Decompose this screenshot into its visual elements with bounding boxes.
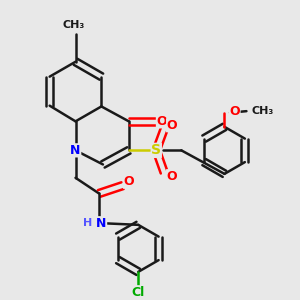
- Text: S: S: [151, 143, 161, 158]
- Text: CH₃: CH₃: [63, 20, 85, 30]
- Text: O: O: [230, 105, 240, 118]
- Text: N: N: [96, 217, 106, 230]
- Text: O: O: [167, 119, 177, 132]
- Text: Cl: Cl: [132, 286, 145, 299]
- Text: CH₃: CH₃: [252, 106, 274, 116]
- Text: O: O: [167, 170, 177, 183]
- Text: O: O: [124, 175, 134, 188]
- Text: H: H: [83, 218, 93, 228]
- Text: N: N: [70, 144, 81, 157]
- Text: O: O: [156, 115, 167, 128]
